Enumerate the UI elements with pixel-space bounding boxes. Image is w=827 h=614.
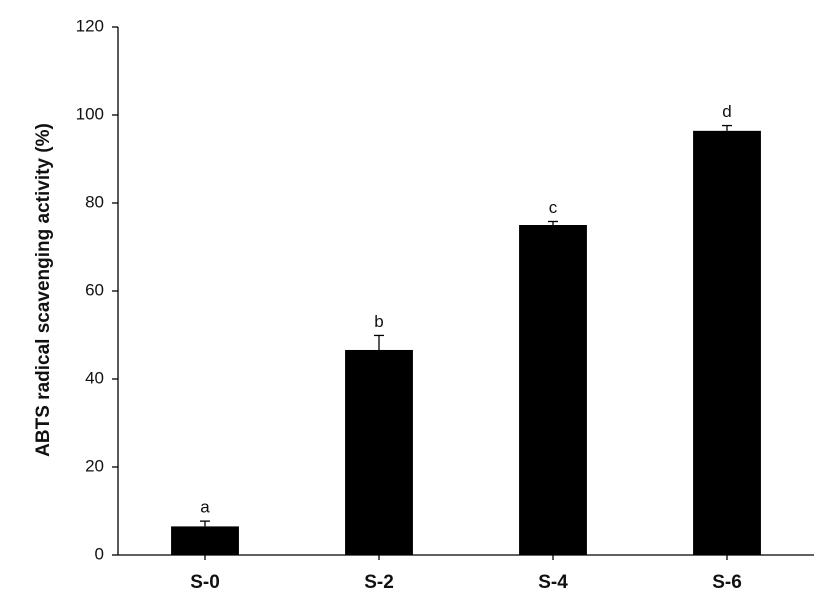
y-tick-label: 60 xyxy=(85,280,104,299)
value-label: c xyxy=(549,198,558,217)
value-label: a xyxy=(200,498,210,517)
bar xyxy=(345,349,413,555)
x-tick-label: S-4 xyxy=(538,572,568,593)
x-tick-label: S-0 xyxy=(190,572,220,593)
y-tick-label: 20 xyxy=(85,456,104,475)
y-tick-label: 0 xyxy=(95,544,104,563)
y-tick-label: 80 xyxy=(85,192,104,211)
bar xyxy=(171,526,239,555)
y-axis-label: ABTS radical scavenging activity (%) xyxy=(33,123,54,457)
y-tick-label: 120 xyxy=(76,16,104,35)
value-label: b xyxy=(374,312,383,331)
value-label: d xyxy=(722,102,731,121)
x-tick-label: S-2 xyxy=(364,572,394,593)
y-tick-label: 100 xyxy=(76,104,104,123)
bar xyxy=(519,225,587,555)
y-tick-label: 40 xyxy=(85,368,104,387)
bar xyxy=(693,130,761,555)
x-tick-label: S-6 xyxy=(712,572,742,593)
